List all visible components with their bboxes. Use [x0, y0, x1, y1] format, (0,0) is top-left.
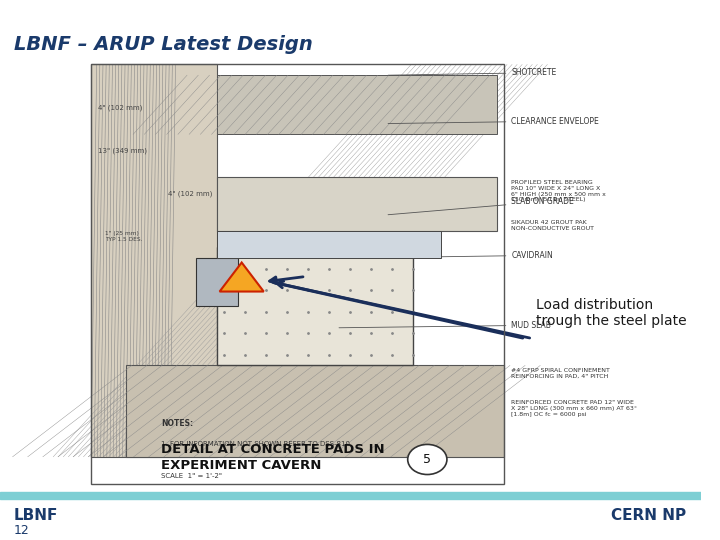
- Text: REINFORCED CONCRETE PAD 12" WIDE
X 28" LONG (300 mm x 660 mm) AT 63°
[1.8m] OC f: REINFORCED CONCRETE PAD 12" WIDE X 28" L…: [511, 400, 637, 417]
- Bar: [217, 247, 413, 366]
- Text: NOTES:: NOTES:: [161, 419, 193, 428]
- Bar: [217, 231, 441, 258]
- Bar: [0, 492, 701, 499]
- Text: MUD SLAB: MUD SLAB: [339, 321, 552, 330]
- Text: SHOTCRETE: SHOTCRETE: [388, 68, 557, 77]
- Text: 13" (349 mm): 13" (349 mm): [98, 147, 147, 154]
- Bar: [217, 75, 498, 134]
- Text: 4" (102 mm): 4" (102 mm): [98, 104, 143, 111]
- Circle shape: [408, 444, 447, 475]
- Text: 1" (25 mm)
TYP 1.5 DES.: 1" (25 mm) TYP 1.5 DES.: [105, 231, 143, 242]
- Text: SIKADUR 42 GROUT PAK
NON-CONDUCTIVE GROUT: SIKADUR 42 GROUT PAK NON-CONDUCTIVE GROU…: [511, 220, 595, 231]
- Text: 1. FOR INFORMATION NOT SHOWN REFER TO DSS-810: 1. FOR INFORMATION NOT SHOWN REFER TO DS…: [161, 441, 350, 447]
- Text: CLEARANCE ENVELOPE: CLEARANCE ENVELOPE: [388, 117, 599, 126]
- Bar: [91, 64, 505, 484]
- Bar: [91, 64, 505, 484]
- Text: LBNF: LBNF: [14, 508, 58, 523]
- Text: #4 GFRP SPIRAL CONFINEMENT
REINFORCING IN PAD, 4" PITCH: #4 GFRP SPIRAL CONFINEMENT REINFORCING I…: [511, 368, 611, 379]
- Text: Load distribution
trough the steel plate: Load distribution trough the steel plate: [536, 298, 686, 328]
- Bar: [217, 177, 498, 231]
- Text: 5: 5: [423, 453, 431, 466]
- Text: SCALE  1" = 1'-2": SCALE 1" = 1'-2": [161, 473, 222, 479]
- Text: DETAIL AT CONCRETE PADS IN
EXPERIMENT CAVERN: DETAIL AT CONCRETE PADS IN EXPERIMENT CA…: [161, 443, 384, 472]
- Bar: [196, 258, 238, 306]
- Polygon shape: [220, 262, 264, 292]
- Text: LBNF – ARUP Latest Design: LBNF – ARUP Latest Design: [14, 35, 312, 54]
- Text: CERN NP: CERN NP: [611, 508, 686, 523]
- Text: 12: 12: [14, 524, 30, 537]
- Text: 4" (102 mm): 4" (102 mm): [168, 190, 212, 197]
- Bar: [126, 366, 505, 457]
- Text: CAVIDRAIN: CAVIDRAIN: [360, 251, 553, 260]
- Bar: [91, 64, 217, 457]
- Text: PROFILED STEEL BEARING
PAD 10" WIDE X 24" LONG X
6" HIGH (250 mm x 500 mm x
150 : PROFILED STEEL BEARING PAD 10" WIDE X 24…: [511, 180, 606, 202]
- Text: SLAB ON GRADE: SLAB ON GRADE: [388, 197, 574, 215]
